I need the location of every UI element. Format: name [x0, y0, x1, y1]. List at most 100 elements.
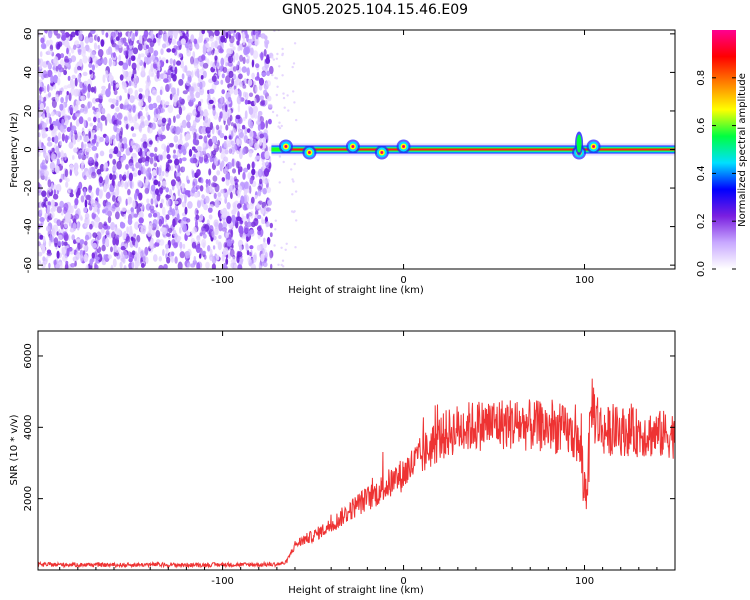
noise-speck [246, 204, 251, 209]
noise-speck [278, 181, 281, 184]
chart-title: GN05.2025.104.15.46.E09 [282, 2, 468, 18]
noise-speck [154, 199, 158, 205]
noise-speck [239, 81, 244, 87]
noise-speck [143, 120, 150, 126]
noise-speck [265, 80, 271, 87]
noise-speck [253, 218, 259, 226]
noise-speck [212, 175, 218, 182]
noise-speck [42, 44, 47, 49]
noise-speck [257, 230, 262, 236]
noise-speck [190, 34, 195, 43]
noise-speck [117, 112, 123, 120]
noise-speck [252, 50, 259, 59]
noise-speck [162, 206, 166, 216]
noise-speck [59, 178, 62, 183]
noise-speck [148, 103, 154, 111]
noise-speck [153, 162, 158, 168]
noise-speck [80, 216, 83, 221]
noise-speck [260, 99, 266, 106]
noise-speck [134, 76, 139, 85]
noise-speck [77, 65, 82, 71]
noise-speck [190, 158, 196, 164]
noise-speck [116, 118, 120, 128]
noise-speck [214, 55, 218, 61]
noise-speck [178, 106, 183, 116]
noise-speck [106, 113, 111, 122]
noise-speck [47, 201, 51, 206]
noise-speck [83, 207, 88, 213]
noise-speck [125, 70, 129, 78]
noise-speck [155, 188, 159, 195]
noise-speck [228, 30, 234, 34]
noise-speck [179, 32, 183, 37]
noise-speck [87, 117, 92, 122]
noise-speck [140, 53, 145, 58]
noise-speck [230, 228, 234, 238]
noise-speck [293, 162, 296, 166]
noise-speck [173, 200, 179, 205]
noise-speck [186, 231, 191, 236]
noise-speck [147, 127, 153, 134]
noise-speck [74, 167, 78, 177]
noise-speck [80, 103, 85, 109]
noise-speck [115, 44, 120, 50]
noise-speck [273, 244, 276, 247]
noise-speck [81, 141, 84, 150]
noise-speck [139, 249, 144, 258]
noise-speck [122, 81, 127, 90]
noise-speck [78, 58, 83, 67]
noise-speck [217, 241, 222, 251]
noise-speck [163, 103, 166, 109]
noise-speck [94, 264, 99, 269]
noise-speck [252, 254, 257, 263]
noise-speck [235, 114, 241, 120]
noise-speck [61, 240, 64, 247]
noise-speck [92, 232, 98, 239]
noise-speck [82, 71, 88, 77]
noise-speck [82, 55, 88, 64]
colorbar-ticks: 0.0 0.2 0.4 0.6 0.8 [696, 70, 736, 277]
noise-speck [257, 123, 261, 131]
noise-speck [98, 104, 103, 113]
noise-speck [46, 118, 49, 125]
noise-speck [111, 98, 117, 104]
noise-speck [111, 174, 117, 180]
noise-speck [50, 74, 54, 84]
noise-speck [89, 205, 93, 211]
noise-speck [142, 37, 145, 46]
noise-speck [246, 58, 250, 64]
noise-speck [174, 66, 178, 75]
noise-speck [134, 256, 137, 262]
colorbar-tick-label: 0.2 [696, 213, 707, 229]
noise-speck [195, 219, 198, 228]
noise-speck [172, 74, 177, 82]
noise-speck [216, 170, 221, 176]
noise-speck [123, 143, 127, 149]
noise-speck [276, 85, 279, 89]
noise-speck [124, 243, 128, 249]
noise-speck [152, 169, 157, 177]
noise-speck [112, 195, 116, 202]
noise-speck [154, 59, 158, 65]
noise-speck [176, 213, 180, 221]
noise-speck [232, 168, 236, 174]
noise-speck [127, 109, 132, 119]
noise-speck [180, 125, 183, 134]
noise-speck [150, 198, 154, 205]
noise-speck [275, 57, 278, 60]
noise-speck [131, 116, 137, 124]
noise-speck [98, 222, 103, 230]
noise-speck [179, 241, 183, 249]
noise-speck [124, 42, 128, 47]
noise-speck [208, 138, 214, 147]
noise-speck [142, 150, 146, 159]
noise-speck [115, 206, 121, 212]
noise-speck [263, 89, 268, 96]
noise-speck [74, 69, 78, 74]
noise-speck [147, 114, 151, 121]
noise-speck [168, 83, 172, 89]
noise-speck [137, 169, 142, 176]
noise-speck [212, 245, 216, 250]
noise-speck [235, 63, 239, 70]
noise-speck [113, 226, 117, 233]
